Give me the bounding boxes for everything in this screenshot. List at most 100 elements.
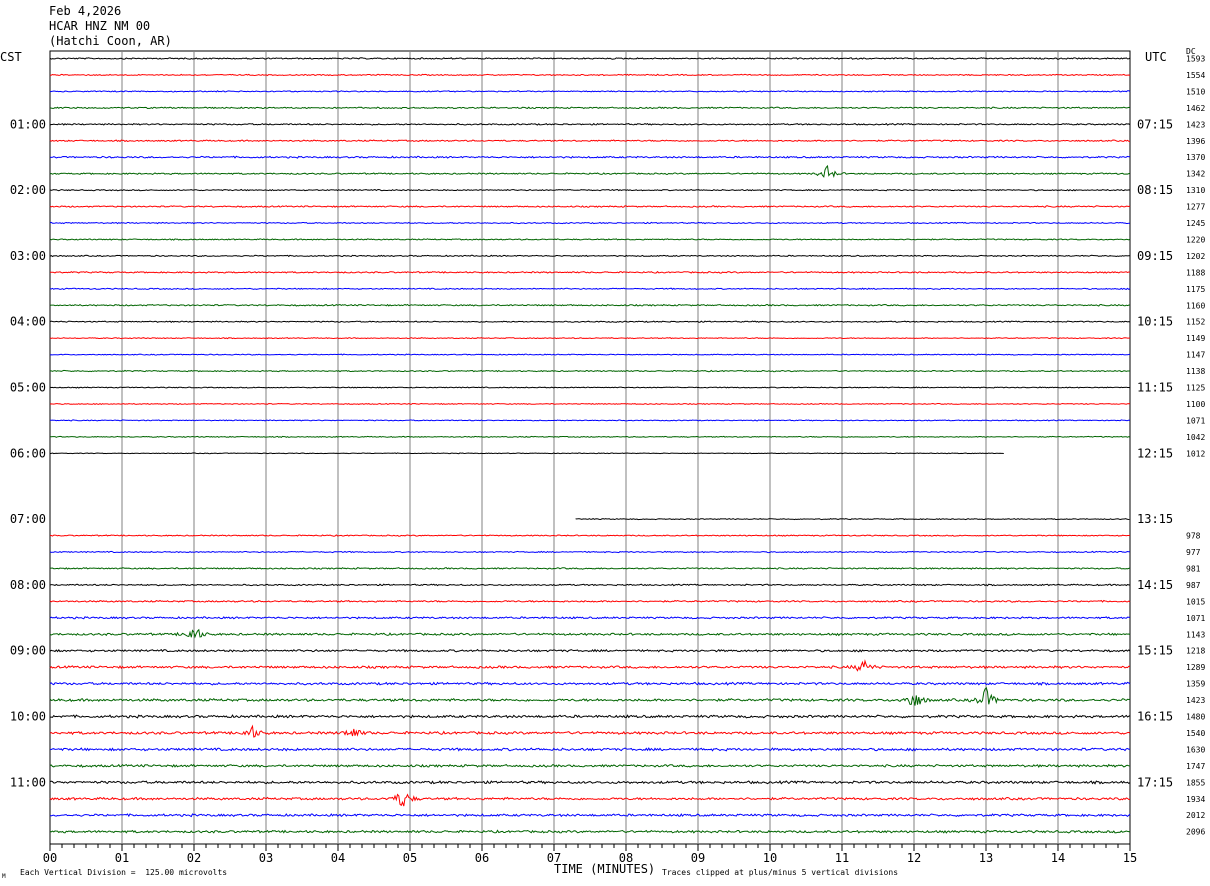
dc-offset-label: 1015: [1186, 597, 1205, 606]
dc-offset-label: 1147: [1186, 351, 1205, 360]
utc-time-label: 10:15: [1137, 315, 1173, 329]
x-tick-label: 02: [187, 851, 201, 865]
seismic-trace: [49, 90, 1131, 93]
seismic-trace: [49, 648, 1131, 653]
corner-mark: M: [2, 873, 6, 880]
x-tick-label: 14: [1051, 851, 1065, 865]
cst-time-label: 11:00: [10, 775, 46, 789]
seismic-trace: [50, 369, 1131, 373]
utc-time-label: 13:15: [1137, 512, 1173, 526]
x-axis-title: TIME (MINUTES): [554, 862, 656, 876]
plot-date: Feb 4,2026: [49, 4, 122, 18]
x-tick-label: 00: [43, 851, 57, 865]
seismic-trace: [49, 238, 1131, 241]
dc-offset-label: 1423: [1186, 120, 1205, 129]
dc-offset-label: 1175: [1186, 285, 1205, 294]
seismic-trace: [49, 616, 1131, 620]
cst-time-label: 07:00: [10, 512, 46, 526]
seismic-trace: [49, 829, 1131, 834]
seismic-trace: [49, 386, 1131, 389]
seismic-trace: [49, 452, 1004, 455]
dc-offset-label: 1202: [1186, 252, 1205, 261]
seismic-trace: [49, 813, 1131, 818]
dc-offset-label: 1245: [1186, 219, 1205, 228]
dc-offset-label: 2096: [1186, 828, 1205, 837]
x-tick-label: 05: [403, 851, 417, 865]
seismic-trace: [49, 780, 1131, 785]
seismic-trace: [49, 583, 1131, 587]
seismic-trace: [49, 599, 1131, 603]
dc-offset-label: 1310: [1186, 186, 1205, 195]
dc-offset-label: 1012: [1186, 449, 1205, 458]
seismic-trace: [575, 518, 1130, 521]
seismic-trace: [49, 628, 1131, 639]
cst-time-label: 10:00: [10, 710, 46, 724]
cst-time-label: 09:00: [10, 644, 46, 658]
dc-offset-label: 1934: [1186, 795, 1205, 804]
utc-time-label: 11:15: [1137, 381, 1173, 395]
seismic-trace: [49, 763, 1131, 768]
seismic-trace: [49, 320, 1131, 323]
dc-offset-label: 978: [1186, 532, 1201, 541]
seismic-trace: [49, 188, 1131, 192]
dc-offset-label: 1370: [1186, 153, 1205, 162]
seismic-trace: [49, 270, 1130, 274]
utc-time-label: 16:15: [1137, 710, 1173, 724]
seismic-trace: [49, 221, 1131, 225]
station-location: (Hatchi Coon, AR): [49, 34, 172, 48]
cst-time-label: 01:00: [10, 117, 46, 131]
dc-offset-label: 1630: [1186, 745, 1205, 754]
dc-offset-label: 1855: [1186, 778, 1205, 787]
dc-offset-label: 1277: [1186, 203, 1205, 212]
seismic-trace: [49, 353, 1131, 356]
dc-offset-label: 977: [1186, 548, 1201, 557]
seismic-trace: [49, 567, 1131, 570]
seismic-trace: [49, 106, 1131, 110]
dc-offset-label: 1143: [1186, 630, 1205, 639]
dc-offset-label: 1396: [1186, 137, 1205, 146]
seismic-trace: [49, 419, 1131, 422]
x-tick-label: 03: [259, 851, 273, 865]
utc-time-label: 17:15: [1137, 775, 1173, 789]
dc-offset-label: 1593: [1186, 55, 1205, 64]
dc-offset-label: 1462: [1186, 104, 1205, 113]
seismic-trace: [49, 205, 1131, 208]
utc-time-label: 09:15: [1137, 249, 1173, 263]
seismic-trace: [50, 534, 1131, 537]
seismic-trace: [49, 303, 1131, 307]
dc-offset-label: 1125: [1186, 384, 1205, 393]
x-tick-label: 07: [547, 851, 561, 865]
seismic-trace: [49, 435, 1131, 439]
dc-offset-label: 1359: [1186, 680, 1205, 689]
cst-time-label: 02:00: [10, 183, 46, 197]
utc-time-label: 08:15: [1137, 183, 1173, 197]
seismic-trace: [49, 747, 1130, 752]
dc-offset-label: 981: [1186, 564, 1201, 573]
x-tick-label: 04: [331, 851, 345, 865]
seismic-trace: [49, 550, 1131, 554]
seismic-trace: [49, 139, 1131, 143]
vertical-division-note: Each Vertical Division = 125.00 microvol…: [20, 868, 228, 877]
dc-offset-label: 1480: [1186, 713, 1205, 722]
seismic-trace: [49, 659, 1131, 672]
seismic-trace: [49, 337, 1131, 340]
seismic-trace: [49, 686, 1131, 706]
x-tick-label: 12: [907, 851, 921, 865]
x-tick-label: 08: [619, 851, 633, 865]
seismic-trace: [49, 254, 1130, 258]
seismic-trace: [49, 122, 1131, 126]
cst-time-label: 04:00: [10, 315, 46, 329]
clip-note: Traces clipped at plus/minus 5 vertical …: [662, 868, 899, 877]
dc-offset-label: 1510: [1186, 87, 1205, 96]
dc-offset-label: 1342: [1186, 170, 1205, 179]
utc-time-label: 14:15: [1137, 578, 1173, 592]
dc-offset-label: 1188: [1186, 268, 1205, 277]
x-tick-label: 11: [835, 851, 849, 865]
seismic-trace: [49, 57, 1131, 60]
dc-offset-label: 1071: [1186, 614, 1205, 623]
dc-offset-label: 1423: [1186, 696, 1205, 705]
seismic-trace: [49, 155, 1131, 159]
utc-time-label: 12:15: [1137, 446, 1173, 460]
cst-time-label: 05:00: [10, 381, 46, 395]
